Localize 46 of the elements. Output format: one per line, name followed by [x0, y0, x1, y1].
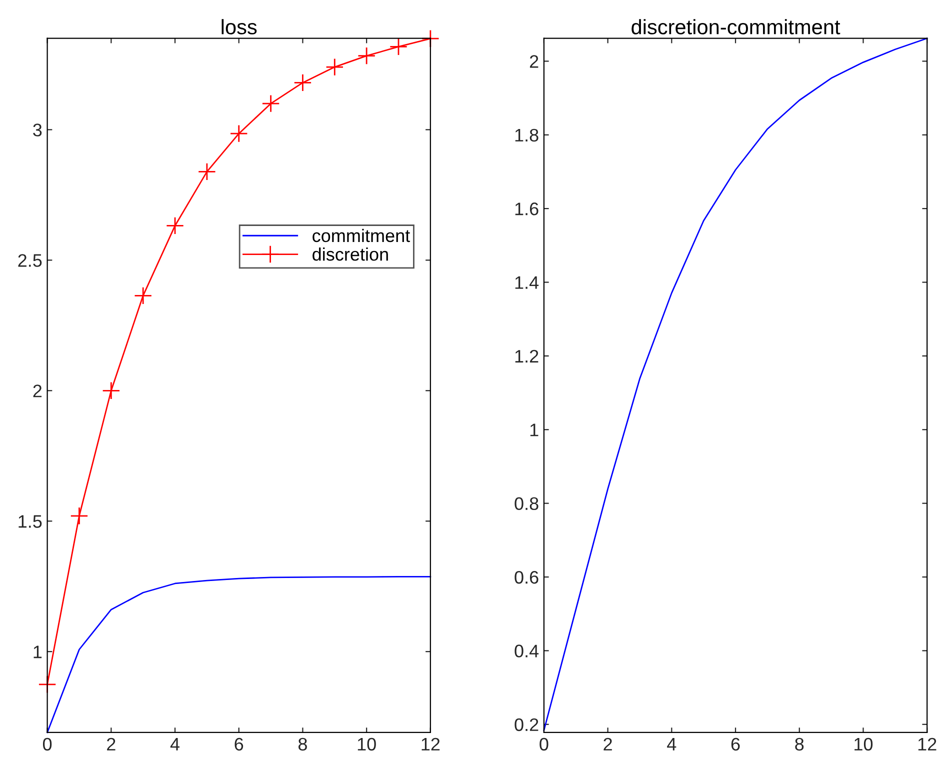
x-tick-label: 8: [298, 738, 307, 751]
legend-label: commitment: [312, 228, 410, 242]
x-tick-label: 6: [234, 738, 244, 751]
x-tick-label: 4: [667, 738, 676, 750]
y-tick-label: 2: [33, 384, 42, 398]
y-tick-label: 1: [530, 424, 538, 436]
point: [230, 124, 248, 143]
x-tick-label: 0: [540, 738, 548, 751]
point: [102, 382, 120, 400]
x-tick-label: 2: [604, 738, 612, 750]
x-tick-label: 12: [918, 738, 936, 750]
legend-label: discretion: [312, 247, 388, 261]
line-series: [543, 38, 928, 731]
y-tick-label: 1.5: [18, 515, 42, 528]
x-tick-label: 6: [731, 738, 740, 751]
point: [326, 58, 344, 76]
y-tick-label: 0.8: [514, 497, 538, 510]
point: [294, 74, 312, 92]
y-tick-label: 1.6: [515, 202, 538, 216]
point: [70, 506, 88, 525]
x-tick-label: 0: [42, 738, 52, 751]
chart-title: discretion-commitment: [632, 19, 840, 34]
x-tick-label: 2: [107, 738, 116, 750]
y-tick-label: 1: [34, 646, 42, 658]
y-tick-label: 0.6: [514, 570, 538, 584]
y-tick-label: 2: [530, 55, 538, 68]
y-tick-label: 1.8: [515, 128, 538, 142]
y-tick-label: 2.5: [18, 254, 42, 267]
point: [358, 46, 376, 65]
x-tick-label: 8: [795, 738, 804, 751]
y-tick-label: 0.4: [514, 644, 539, 658]
point: [262, 94, 280, 113]
y-tick-label: 1.2: [515, 350, 538, 362]
point: [389, 38, 408, 56]
point: [198, 162, 216, 181]
x-tick-label: 4: [170, 738, 180, 750]
chart-title: loss: [222, 19, 257, 34]
y-tick-label: 1.4: [515, 276, 539, 289]
y-tick-label: 0.2: [514, 718, 538, 732]
point: [421, 30, 440, 48]
x-tick-label: 10: [358, 738, 376, 751]
y-tick-label: 3: [33, 124, 42, 136]
point: [166, 216, 184, 235]
x-tick-label: 12: [422, 738, 440, 750]
point: [134, 286, 152, 305]
x-tick-label: 10: [854, 738, 873, 751]
